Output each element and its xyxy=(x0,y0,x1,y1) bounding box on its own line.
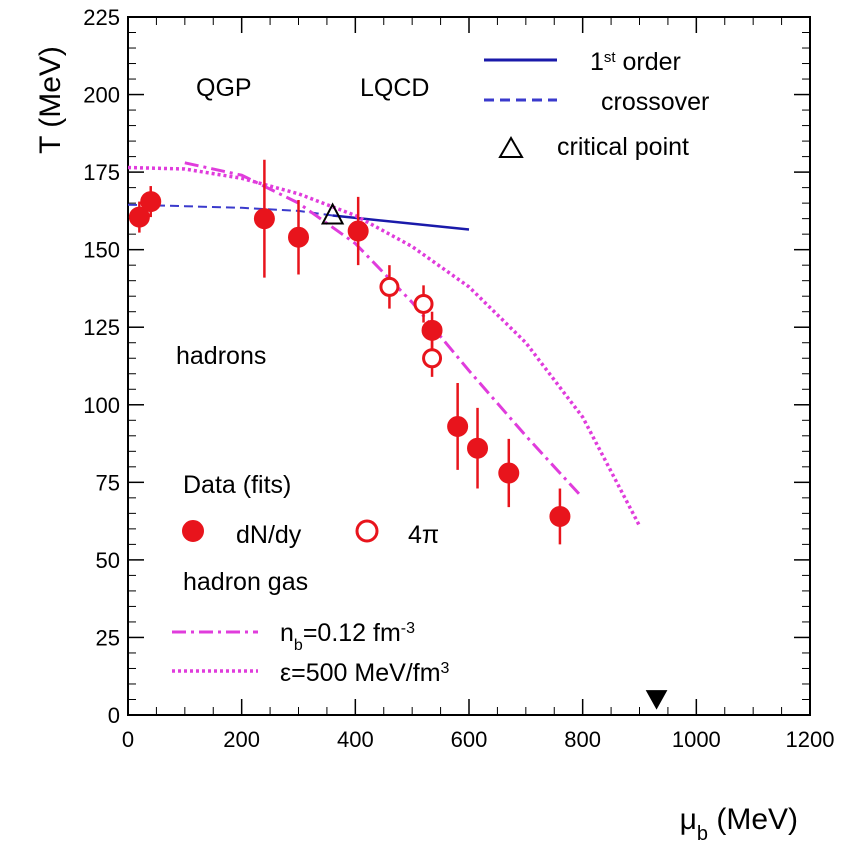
y-tick-label: 100 xyxy=(83,393,120,418)
legend-swatch-dndy xyxy=(182,520,204,542)
line-first-order xyxy=(332,214,470,231)
x-tick-label: 1000 xyxy=(672,727,721,752)
nucleon-mass-marker xyxy=(645,690,668,710)
curve-nb xyxy=(184,161,581,496)
y-tick-label: 125 xyxy=(83,315,120,340)
markers xyxy=(320,202,668,710)
y-tick-label: 150 xyxy=(83,238,120,263)
data-point-dndy xyxy=(421,319,443,341)
data-point-dndy xyxy=(498,462,520,484)
y-tick-label: 175 xyxy=(83,160,120,185)
curves xyxy=(127,161,642,527)
x-axis-title: μb (MeV) xyxy=(680,803,798,845)
critical-point-marker xyxy=(320,202,345,225)
y-tick-label: 225 xyxy=(83,5,120,30)
x-axis-title-text: μb (MeV) xyxy=(680,803,798,845)
legend-crossover: crossover xyxy=(601,88,709,116)
data-point-dndy xyxy=(467,437,489,459)
legend-dndy: dN/dy xyxy=(236,521,302,549)
x-tick-label: 0 xyxy=(122,727,134,752)
tick-labels: 0 200 400 600 800 1000 1200 0 25 50 75 100 125 150 175… xyxy=(83,5,834,752)
y-tick-label: 25 xyxy=(96,625,120,650)
data-point-dndy xyxy=(549,505,571,527)
y-axis-title: T (MeV) xyxy=(34,46,67,154)
axis-ticks xyxy=(127,16,811,716)
x-tick-label: 1200 xyxy=(786,727,835,752)
legend-first-order: 1st order xyxy=(590,48,681,76)
legend-swatch-critical-point xyxy=(498,136,524,158)
legend-nb: nb=0.12 fm-3 xyxy=(280,619,415,654)
curve-eps xyxy=(127,165,642,527)
region-label-lqcd: LQCD xyxy=(360,74,429,102)
x-tick-label: 800 xyxy=(564,727,601,752)
data-point-4pi xyxy=(379,276,400,297)
data-point-dndy xyxy=(140,191,162,213)
region-label-hadrons: hadrons xyxy=(176,342,266,370)
data-point-dndy xyxy=(447,415,469,437)
data-point-4pi xyxy=(413,293,434,314)
legend-swatch-4pi xyxy=(355,519,379,543)
y-tick-label: 200 xyxy=(83,83,120,108)
legend-critical-point: critical point xyxy=(557,133,689,161)
legend-4pi: 4π xyxy=(408,521,439,549)
data-point-dndy xyxy=(128,206,150,228)
x-tick-label: 600 xyxy=(451,727,488,752)
x-tick-label: 200 xyxy=(223,727,260,752)
x-tick-label: 400 xyxy=(337,727,374,752)
legend-data-title: Data (fits) xyxy=(183,471,291,499)
legend-hadron-gas-title: hadron gas xyxy=(183,568,308,596)
region-label-qgp: QGP xyxy=(196,74,252,102)
data-point-4pi xyxy=(422,348,443,369)
data-point-dndy xyxy=(347,220,369,242)
y-tick-label: 0 xyxy=(108,703,120,728)
data-point-dndy xyxy=(288,226,309,248)
y-tick-label: 50 xyxy=(96,548,120,573)
y-tick-label: 75 xyxy=(96,470,120,495)
legend-eps: ε=500 MeV/fm3 xyxy=(280,659,450,687)
y-axis-title-text: T (MeV) xyxy=(34,46,67,154)
data-points xyxy=(128,191,571,527)
data-point-dndy xyxy=(253,208,275,230)
